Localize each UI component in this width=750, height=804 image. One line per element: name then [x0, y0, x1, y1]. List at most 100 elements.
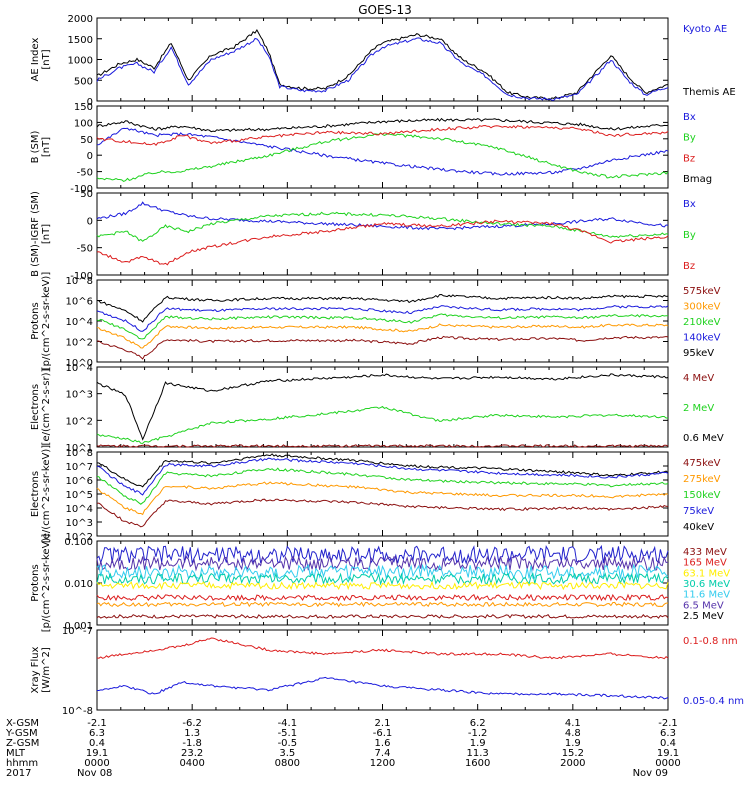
x-axis-value: 2.1 [375, 718, 391, 729]
series-line-2-mev [96, 405, 668, 444]
series-line-bz [96, 219, 669, 266]
x-axis-value: 0000 [655, 758, 680, 769]
y-tick-label: 1000 [68, 56, 93, 67]
series-line-575kev [96, 335, 669, 360]
legend-label: Bz [683, 153, 695, 164]
legend-label: 2.5 MeV [683, 611, 724, 622]
x-axis-row-label: X-GSM [6, 718, 39, 729]
x-axis-value: 6.3 [89, 728, 105, 739]
y-tick-label: 10^2 [66, 532, 93, 543]
legend-label: By [683, 230, 696, 241]
y-tick-label: 0.001 [64, 621, 93, 632]
x-axis-value: 1.6 [375, 738, 391, 749]
series-line-63-1-mev [96, 580, 669, 591]
y-tick-label: 500 [74, 76, 93, 87]
x-axis-value: 4.1 [565, 718, 581, 729]
legend-label: 75keV [683, 506, 714, 517]
y-tick-label: -100 [70, 271, 93, 282]
panel-protons1 [96, 279, 669, 363]
x-axis-value: 0800 [275, 758, 300, 769]
x-axis-value: 1600 [465, 758, 490, 769]
series-line-75kev [96, 457, 669, 496]
legend-label: Kyoto AE [683, 24, 727, 35]
legend-label: Bx [683, 199, 696, 210]
series-line-bx [96, 201, 669, 231]
x-axis-row-label: hhmm [6, 758, 38, 769]
series-line-0-05-0-4-nm [97, 676, 669, 700]
y-tick-label: -100 [70, 184, 93, 195]
y-axis-label: B (SM) [30, 130, 41, 163]
y-tick-label: 10^2 [66, 416, 93, 427]
series-line-4-mev [96, 444, 669, 448]
y-axis-label: [nT] [41, 224, 52, 244]
y-tick-label: 10^1 [66, 443, 93, 454]
x-axis-value: 7.4 [375, 748, 391, 759]
series-line-0-1-0-8-nm [96, 637, 669, 660]
y-axis-label: [nT] [41, 49, 52, 69]
y-tick-label: 0.100 [64, 537, 93, 548]
legend-label: 11.6 MeV [683, 590, 730, 601]
legend-label: 63.1 MeV [683, 568, 730, 579]
panel-protons2 [96, 540, 669, 626]
y-tick-label: 10^8 [66, 276, 93, 287]
y-tick-label: 10^7 [66, 462, 93, 473]
legend-label: 433 MeV [683, 547, 727, 558]
series-line-0-6-mev [96, 373, 669, 441]
legend-label: 2 MeV [683, 403, 714, 414]
x-axis-value: 1.9 [470, 738, 486, 749]
x-axis-value: -6.2 [182, 718, 202, 729]
y-axis-label: Electrons [30, 384, 41, 430]
legend-label: 0.6 MeV [683, 433, 724, 444]
x-axis-value: -1.2 [468, 728, 488, 739]
panel-electrons2 [96, 451, 669, 537]
x-axis-value: 0000 [84, 758, 109, 769]
panel-electrons1 [96, 366, 669, 448]
series-line-300kev [96, 323, 669, 349]
legend-label: 0.1-0.8 nm [683, 636, 738, 647]
series-line-6-5-mev [96, 554, 669, 572]
panel-bsm [96, 105, 669, 189]
y-tick-label: 10^-8 [62, 706, 93, 717]
series-line-275kev [96, 481, 669, 516]
y-tick-label: -50 [77, 244, 93, 255]
panel-bigrf [96, 192, 669, 276]
x-axis-value: -5.1 [278, 728, 298, 739]
x-axis-value: 6.2 [470, 718, 486, 729]
y-tick-label: 10^4 [66, 504, 93, 515]
x-axis-value: -2.1 [658, 718, 678, 729]
legend-label: By [683, 133, 696, 144]
y-axis-label: [p/(cm^2-s-sr-keV)] [41, 272, 52, 371]
legend-label: 6.5 MeV [683, 600, 724, 611]
legend-label: 4 MeV [683, 373, 714, 384]
x-axis-value: 23.2 [181, 748, 203, 759]
legend-label: 165 MeV [683, 558, 727, 569]
legend-label: 300keV [683, 302, 721, 313]
panel-frame [96, 105, 669, 189]
y-tick-label: 0.010 [64, 579, 93, 590]
x-axis-value: -0.5 [278, 738, 298, 749]
panel-frame [96, 629, 669, 711]
y-axis-label: [nT] [41, 137, 52, 157]
legend-label: Bz [683, 261, 695, 272]
y-axis-label: B (SM)-IGRF (SM) [30, 191, 41, 277]
y-axis-label: [W/m^2] [41, 647, 52, 693]
y-axis-label: [p/(cm^2-s-sr-keV)] [41, 534, 52, 633]
y-tick-label: 10^4 [66, 363, 93, 374]
series-line-95kev [96, 293, 669, 323]
series-line-2-5-mev [96, 544, 669, 565]
series-line-by [96, 132, 669, 182]
y-axis-label: Xray Flux [30, 646, 41, 693]
y-axis-label: AE Index [30, 37, 41, 81]
x-axis-value: 3.5 [279, 748, 295, 759]
series-line-475kev [96, 498, 669, 528]
panel-frame [96, 192, 669, 276]
y-tick-label: -50 [77, 168, 93, 179]
series-line-150kev [96, 467, 669, 505]
y-tick-label: 10^5 [66, 490, 93, 501]
chart-title: GOES-13 [358, 3, 412, 17]
series-line-11-6-mev [96, 563, 669, 581]
series-line-165-mev [96, 593, 669, 602]
y-tick-label: 50 [80, 189, 93, 200]
y-tick-label: 10^6 [66, 476, 93, 487]
